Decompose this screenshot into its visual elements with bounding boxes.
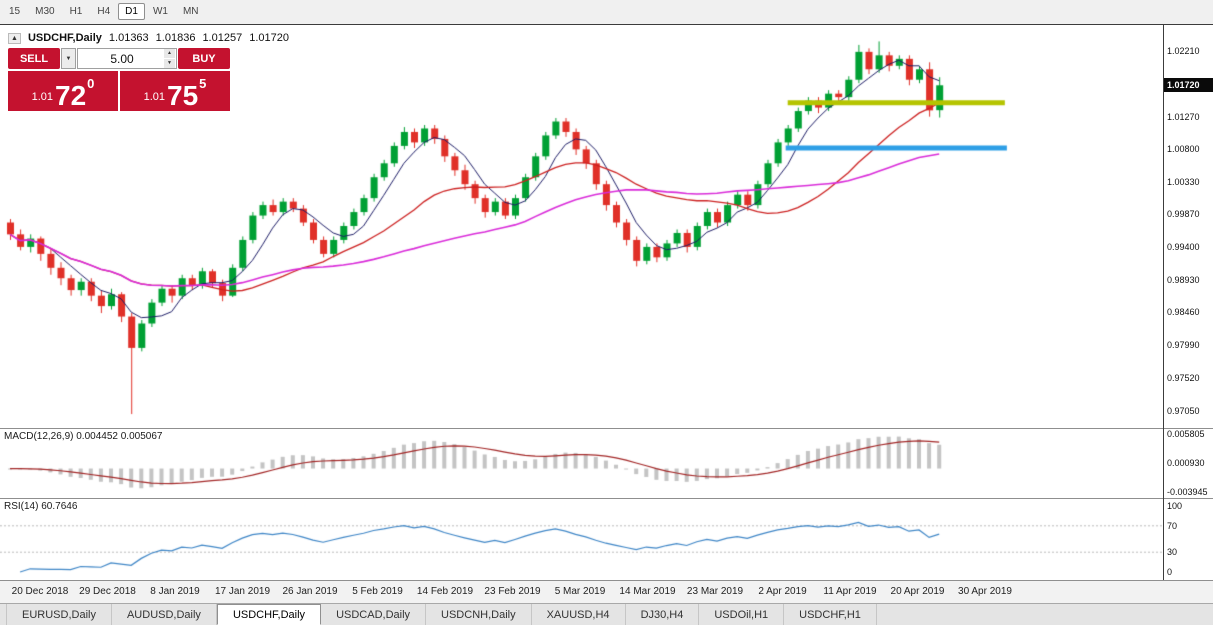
macd-axis-label: 0.000930 — [1167, 458, 1205, 468]
rsi-indicator-label: RSI(14) 60.7646 — [4, 501, 78, 512]
tab-usdcad-daily[interactable]: USDCAD,Daily — [321, 604, 427, 625]
timeframe-toolbar: 15 M30 H1 H4 D1 W1 MN — [0, 0, 1213, 22]
date-axis-label: 2 Apr 2019 — [758, 586, 807, 597]
date-axis-label: 5 Mar 2019 — [554, 586, 606, 597]
buy-button[interactable]: BUY — [178, 48, 230, 69]
buy-price-big-digits: 75 — [167, 79, 199, 111]
current-price-tag: 1.01720 — [1164, 78, 1213, 93]
date-axis-label: 23 Feb 2019 — [484, 586, 541, 597]
date-axis-label: 14 Feb 2019 — [416, 586, 474, 597]
tab-eurusd-daily[interactable]: EURUSD,Daily — [6, 604, 112, 625]
date-axis-label: 14 Mar 2019 — [619, 586, 676, 597]
tab-usdchf-daily[interactable]: USDCHF,Daily — [216, 604, 322, 625]
timeframe-button-h4[interactable]: H4 — [97, 5, 111, 17]
macd-chart-canvas[interactable] — [0, 428, 1163, 498]
chart-header: ▲ USDCHF,Daily 1.01363 1.01836 1.01257 1… — [8, 32, 289, 44]
price-axis-label: 0.99870 — [1167, 209, 1200, 220]
ohlc-close: 1.01720 — [249, 32, 289, 44]
date-axis-label: 11 Apr 2019 — [823, 586, 877, 597]
timeframe-button-w1[interactable]: W1 — [152, 5, 168, 17]
timeframe-button-15[interactable]: 15 — [9, 5, 21, 17]
price-axis-label: 0.97520 — [1167, 372, 1200, 383]
price-axis-label: 0.99400 — [1167, 241, 1200, 252]
macd-panel-separator[interactable] — [0, 428, 1213, 429]
price-axis-label: 1.01270 — [1167, 111, 1200, 122]
sell-price-display[interactable]: 1.01 72 0 — [8, 71, 118, 111]
tab-dj30-h4[interactable]: DJ30,H4 — [626, 604, 700, 625]
rsi-axis-label: 70 — [1167, 520, 1178, 531]
price-axis-label: 0.97990 — [1167, 340, 1200, 351]
date-axis-label: 30 Apr 2019 — [958, 586, 1012, 597]
timeframe-button-h1[interactable]: H1 — [69, 5, 83, 17]
date-axis-label: 20 Apr 2019 — [890, 586, 945, 597]
volume-increase-button[interactable]: ▲ — [164, 49, 175, 58]
ohlc-high: 1.01836 — [155, 32, 196, 44]
price-axis-label: 0.97050 — [1167, 405, 1200, 416]
sell-button[interactable]: SELL — [8, 48, 60, 69]
price-axis-label: 0.98930 — [1167, 274, 1200, 285]
chevron-down-icon: ▼ — [65, 55, 72, 62]
date-axis-label: 5 Feb 2019 — [352, 586, 403, 597]
date-axis-label: 20 Dec 2018 — [11, 586, 69, 597]
ohlc-open: 1.01363 — [108, 32, 149, 44]
macd-axis-label: -0.003945 — [1167, 487, 1208, 497]
timeframe-button-mn[interactable]: MN — [182, 5, 199, 17]
price-axis[interactable]: 1.02210 1.01270 1.00800 1.00330 0.99870 0.994… — [1164, 24, 1213, 580]
date-axis[interactable]: 20 Dec 2018 29 Dec 2018 8 Jan 2019 17 Jan 2… — [0, 580, 1213, 603]
volume-input[interactable] — [78, 49, 176, 68]
tab-xauusd-h4[interactable]: XAUUSD,H4 — [532, 604, 626, 625]
sell-price-big-digits: 72 — [55, 79, 87, 111]
price-axis-label: 1.00330 — [1167, 177, 1200, 188]
chart-symbol-title: USDCHF,Daily — [27, 32, 102, 44]
rsi-panel-separator[interactable] — [0, 498, 1213, 499]
price-axis-border — [1163, 24, 1164, 580]
date-axis-label: 8 Jan 2019 — [150, 586, 200, 597]
price-axis-label: 1.00800 — [1167, 144, 1200, 155]
ohlc-low: 1.01257 — [202, 32, 243, 44]
macd-axis-label: 0.005805 — [1167, 429, 1205, 439]
order-type-dropdown[interactable]: ▼ — [61, 48, 76, 69]
rsi-chart-canvas[interactable] — [0, 498, 1163, 580]
date-axis-label: 23 Mar 2019 — [686, 586, 744, 597]
timeframe-button-m30[interactable]: M30 — [35, 5, 55, 17]
rsi-axis-label: 0 — [1167, 567, 1173, 577]
sell-price-pipette: 0 — [87, 76, 95, 91]
buy-price-prefix: 1.01 — [143, 91, 166, 103]
rsi-axis-label: 30 — [1167, 547, 1178, 558]
volume-decrease-button[interactable]: ▼ — [164, 59, 175, 68]
collapse-trade-panel-icon[interactable]: ▲ — [8, 32, 21, 44]
date-axis-label: 29 Dec 2018 — [79, 586, 136, 597]
chart-tab-bar: EURUSD,Daily AUDUSD,Daily USDCHF,Daily USDC… — [0, 603, 1213, 625]
timeframe-button-d1[interactable]: D1 — [118, 2, 145, 20]
date-axis-label: 26 Jan 2019 — [282, 586, 338, 597]
buy-price-display[interactable]: 1.01 75 5 — [120, 71, 230, 111]
macd-indicator-label: MACD(12,26,9) 0.004452 0.005067 — [4, 431, 163, 442]
sell-price-prefix: 1.01 — [31, 91, 54, 103]
price-axis-label: 1.02210 — [1167, 46, 1200, 57]
one-click-trade-panel: SELL ▼ ▲ ▼ BUY 1.01 72 0 1.01 75 5 — [8, 48, 230, 111]
rsi-axis-label: 100 — [1167, 501, 1183, 511]
price-axis-label: 0.98460 — [1167, 307, 1200, 318]
tab-usdcnh-daily[interactable]: USDCNH,Daily — [426, 604, 532, 625]
tab-audusd-daily[interactable]: AUDUSD,Daily — [112, 604, 217, 625]
tab-usdchf-h1[interactable]: USDCHF,H1 — [784, 604, 877, 625]
buy-price-pipette: 5 — [199, 76, 207, 91]
tab-usdoil-h1[interactable]: USDOil,H1 — [699, 604, 785, 625]
date-axis-label: 17 Jan 2019 — [214, 586, 271, 597]
